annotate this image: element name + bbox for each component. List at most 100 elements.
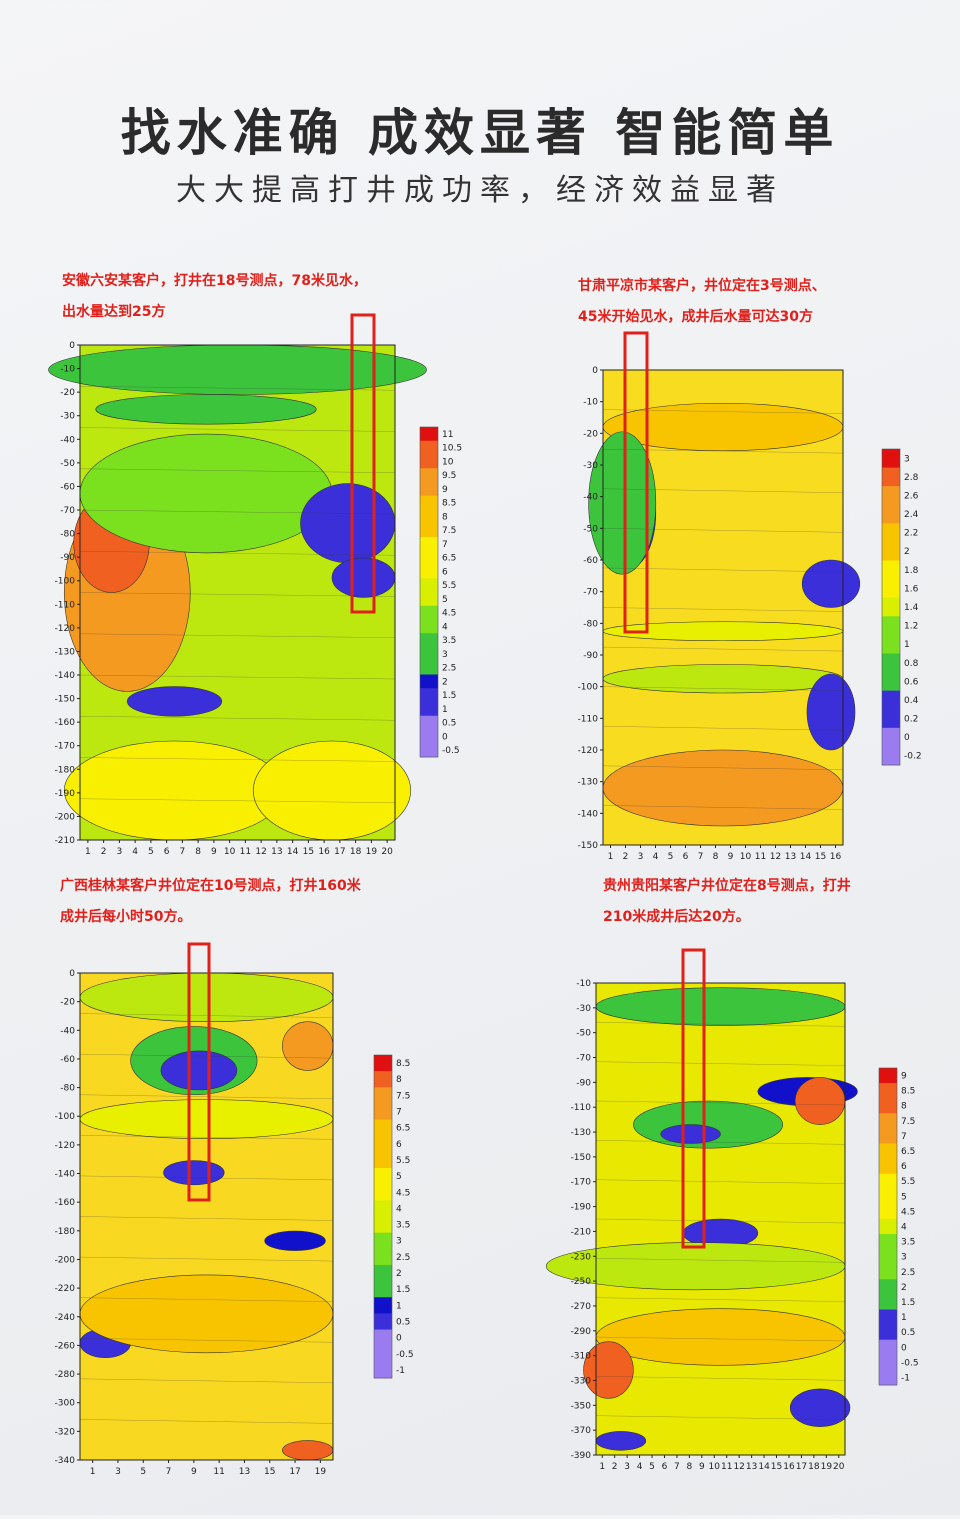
y-tick-label: -100 (55, 577, 76, 587)
contour-line (602, 646, 844, 652)
x-tick-label: 13 (239, 1467, 250, 1477)
colorbar-label: 8 (901, 1102, 907, 1112)
x-tick-label: 3 (117, 847, 123, 857)
colorbar-label: 6.5 (901, 1147, 915, 1157)
contour-line (602, 567, 844, 573)
colorbar-frame (419, 426, 439, 758)
y-tick-label: -290 (571, 1327, 592, 1337)
contour-line (79, 1216, 334, 1221)
contour-region (660, 1124, 721, 1144)
y-tick-label: -140 (55, 671, 76, 681)
caption: 210米成井后达20方。 (603, 908, 750, 925)
y-tick-label: -170 (571, 1178, 592, 1188)
colorbar-label: 2 (904, 547, 910, 557)
colorbar-label: 0.6 (904, 677, 919, 687)
contour-line (79, 1338, 334, 1343)
colorbar-swatch (420, 647, 438, 662)
colorbar-label: -0.2 (904, 752, 922, 762)
y-tick-label: -370 (571, 1426, 592, 1436)
colorbar-swatch (879, 1098, 897, 1114)
contour-line (602, 805, 844, 810)
colorbar-label: 2 (396, 1269, 402, 1279)
y-tick-label: -70 (583, 588, 598, 598)
x-tick-label: 5 (148, 847, 154, 857)
colorbar-label: 8.5 (442, 499, 456, 509)
contour-region (801, 559, 861, 608)
colorbar-swatch (882, 579, 900, 599)
y-tick-label: -190 (55, 789, 76, 799)
colorbar-swatch (374, 1168, 392, 1185)
x-tick-label: 15 (815, 852, 826, 862)
contour-region (79, 1274, 334, 1354)
colorbar-label: -1 (901, 1373, 910, 1383)
colorbar-swatch (374, 1264, 392, 1282)
colorbar-label: 0.5 (396, 1317, 410, 1327)
colorbar-label: -1 (396, 1366, 405, 1376)
colorbar-swatch (374, 1135, 392, 1153)
colorbar-swatch (879, 1218, 897, 1235)
colorbar-label: 6.5 (442, 554, 456, 564)
contour-region (583, 1341, 634, 1399)
x-tick-label: 12 (255, 847, 266, 857)
colorbar-label: 8 (396, 1075, 402, 1085)
colorbar-label: 0.4 (904, 696, 919, 706)
colorbar-label: 10.5 (442, 444, 462, 454)
caption: 出水量达到25方 (62, 303, 165, 320)
caption: 广西桂林某客户井位定在10号测点，打井160米 (60, 877, 362, 894)
contour-region (806, 673, 856, 751)
colorbar-swatch (879, 1083, 897, 1099)
colorbar-label: 9.5 (442, 471, 456, 481)
colorbar-swatch (882, 467, 900, 487)
contour-line (595, 1336, 846, 1342)
colorbar-swatch (879, 1113, 897, 1129)
title: 找水准确 成效显著 智能简单 (121, 104, 840, 162)
colorbar-label: -0.5 (901, 1358, 919, 1368)
y-tick-label: -80 (583, 619, 598, 629)
y-tick-label: -30 (60, 412, 75, 422)
colorbar-swatch (420, 633, 438, 648)
contour-line (79, 427, 396, 432)
x-tick-label: 9 (728, 852, 734, 862)
x-tick-label: 13 (746, 1462, 757, 1472)
contour-line (79, 468, 396, 473)
colorbar-label: 7.5 (442, 526, 456, 536)
plot-frame (79, 344, 396, 841)
caption: 甘肃平凉市某客户，井位定在3号测点、 (578, 277, 826, 294)
colorbar-label: 2 (442, 677, 448, 687)
colorbar-swatch (882, 560, 900, 580)
contour-region (595, 1308, 846, 1366)
colorbar-swatch (420, 564, 438, 579)
y-tick-label: -230 (571, 1252, 592, 1262)
well-marker (187, 942, 211, 1202)
y-tick-label: -40 (583, 493, 598, 503)
colorbar-label: -0.5 (396, 1350, 414, 1360)
contour-region (282, 1021, 334, 1071)
contour-line (79, 1256, 334, 1262)
contour-region (595, 1431, 647, 1451)
colorbar-label: 7 (442, 540, 448, 550)
y-tick-label: -200 (55, 1255, 76, 1265)
subtitle: 大大提高打井成功率，经济效益显著 (176, 173, 784, 208)
contour-line (79, 633, 396, 638)
x-tick-label: 11 (755, 852, 766, 862)
colorbar-label: 2.6 (904, 491, 919, 501)
contour-line (79, 1094, 334, 1099)
y-tick-label: -190 (571, 1203, 592, 1213)
contour-line (79, 1013, 334, 1018)
x-tick-label: 10 (224, 847, 236, 857)
colorbar-label: 0 (904, 733, 910, 743)
colorbar-swatch (374, 1297, 392, 1314)
colorbar-label: 2.2 (904, 529, 918, 539)
colorbar-label: 9 (901, 1072, 907, 1082)
x-tick-label: 2 (612, 1462, 618, 1472)
x-tick-label: 15 (303, 847, 314, 857)
contour-region (160, 1050, 238, 1091)
y-tick-label: -150 (578, 841, 599, 851)
contour-line (602, 607, 844, 612)
y-tick-label: -70 (60, 506, 75, 516)
x-tick-label: 13 (785, 852, 796, 862)
colorbar-label: 5.5 (901, 1177, 915, 1187)
x-tick-label: 14 (287, 847, 299, 857)
contour-line (595, 1297, 846, 1302)
